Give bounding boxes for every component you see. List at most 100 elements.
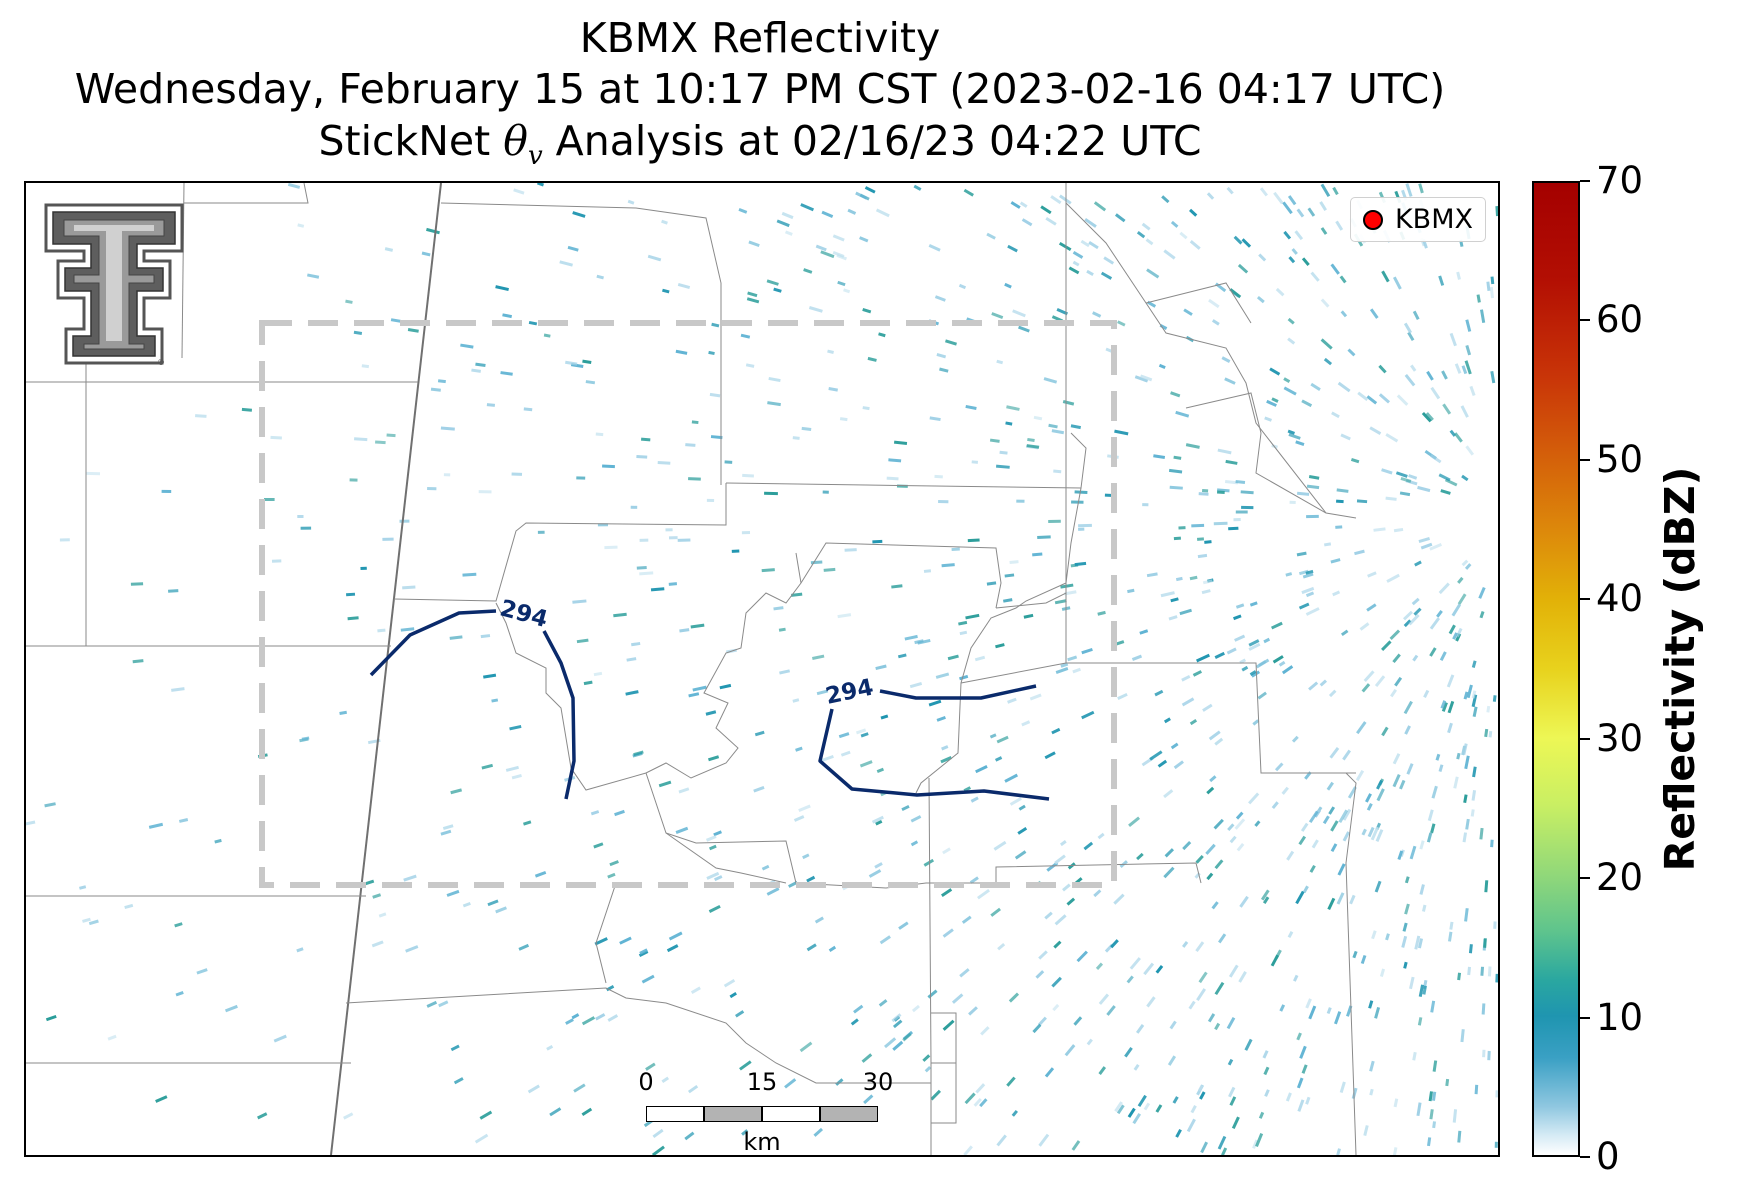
reflectivity-pixel (1421, 412, 1432, 423)
reflectivity-pixel (1423, 689, 1430, 698)
county-line (181, 183, 185, 359)
reflectivity-pixel (462, 901, 471, 908)
reflectivity-pixel (565, 1018, 574, 1025)
colorbar-tick-label: 10 (1596, 995, 1644, 1039)
reflectivity-pixel (1067, 655, 1078, 662)
reflectivity-pixel (1340, 629, 1349, 637)
reflectivity-pixel (1278, 660, 1286, 667)
reflectivity-pixel (1334, 1011, 1342, 1025)
reflectivity-pixel (800, 203, 815, 212)
reflectivity-pixel (1393, 527, 1404, 533)
reflectivity-pixel (446, 889, 460, 897)
reflectivity-pixel (1487, 1050, 1491, 1061)
reflectivity-pixel (1432, 1060, 1438, 1072)
reflectivity-pixel (1217, 1135, 1227, 1150)
reflectivity-pixel (1238, 971, 1247, 983)
radar-map[interactable]: 294 294 ® KBMX 0 15 30 km (24, 181, 1500, 1157)
reflectivity-pixel (1298, 569, 1309, 576)
reflectivity-pixel (864, 186, 876, 194)
reflectivity-pixel (1439, 651, 1447, 661)
reflectivity-pixel (430, 387, 441, 392)
reflectivity-pixel (1482, 1049, 1486, 1058)
reflectivity-pixel (1281, 786, 1289, 795)
reflectivity-pixel (678, 787, 690, 794)
reflectivity-pixel (377, 628, 386, 633)
reflectivity-pixel (1417, 938, 1424, 949)
reflectivity-pixel (1404, 903, 1410, 915)
reflectivity-pixel (747, 291, 758, 298)
reflectivity-pixel (1080, 239, 1090, 248)
reflectivity-pixel (1319, 679, 1327, 687)
reflectivity-pixel (1442, 403, 1452, 415)
reflectivity-pixel (940, 756, 952, 764)
reflectivity-pixel (1200, 1141, 1209, 1154)
reflectivity-pixel (1260, 889, 1270, 901)
reflectivity-pixel (1274, 762, 1284, 772)
reflectivity-pixel (1310, 382, 1321, 391)
reflectivity-pixel (828, 387, 838, 392)
reflectivity-pixel (427, 486, 437, 491)
reflectivity-pixel (840, 750, 851, 757)
reflectivity-pixel (1189, 575, 1198, 581)
reflectivity-pixel (1196, 653, 1210, 663)
reflectivity-pixel (879, 935, 891, 945)
reflectivity-pixel (1471, 690, 1477, 699)
reflectivity-pixel (528, 320, 538, 326)
reflectivity-pixel (1462, 832, 1468, 843)
reflectivity-pixel (991, 312, 1004, 320)
reflectivity-pixel (1441, 702, 1448, 712)
reflectivity-pixel (1374, 675, 1386, 688)
reflectivity-pixel (989, 438, 1000, 443)
reflectivity-pixel (607, 872, 616, 879)
reflectivity-pixel (595, 1013, 606, 1021)
reflectivity-pixel (1306, 484, 1320, 490)
reflectivity-pixel (650, 587, 665, 592)
reflectivity-pixel (1287, 337, 1296, 345)
reflectivity-pixel (1305, 998, 1312, 1009)
theta-v-contour-east (818, 684, 1050, 801)
reflectivity-pixel (1480, 309, 1486, 324)
reflectivity-pixel (1447, 722, 1453, 734)
reflectivity-pixel (1295, 890, 1305, 905)
reflectivity-pixel (1307, 207, 1316, 217)
reflectivity-pixel (1338, 809, 1349, 824)
reflectivity-pixel (1010, 201, 1021, 209)
reflectivity-pixel (1204, 540, 1212, 544)
reflectivity-pixel (1460, 1029, 1465, 1043)
reflectivity-pixel (1038, 1133, 1050, 1147)
reflectivity-pixel (1146, 268, 1160, 279)
reflectivity-pixel (1110, 939, 1119, 949)
reflectivity-pixel (1249, 670, 1257, 676)
reflectivity-pixel (1035, 970, 1045, 979)
reflectivity-pixel (1320, 183, 1331, 198)
reflectivity-pixel (773, 606, 784, 611)
reflectivity-pixel (1390, 688, 1397, 698)
reflectivity-pixel (400, 627, 415, 632)
reflectivity-pixel (1191, 523, 1205, 528)
reflectivity-pixel (995, 464, 1010, 469)
reflectivity-pixel (1367, 571, 1377, 578)
reflectivity-pixel (1058, 241, 1072, 252)
reflectivity-pixel (1296, 1077, 1304, 1089)
reflectivity-pixel (1005, 421, 1013, 426)
reflectivity-pixel (997, 942, 1006, 951)
reflectivity-pixel (426, 227, 440, 235)
reflectivity-pixel (1225, 459, 1238, 465)
reflectivity-pixel (1004, 282, 1012, 289)
reflectivity-pixel (375, 440, 386, 445)
reflectivity-pixel (1289, 500, 1296, 505)
reflectivity-pixel (742, 473, 754, 478)
reflectivity-pixel (1283, 386, 1297, 396)
reflectivity-pixel (754, 730, 765, 737)
reflectivity-pixel (421, 251, 431, 257)
reflectivity-pixel (893, 440, 908, 446)
reflectivity-pixel (1369, 426, 1382, 436)
reflectivity-pixel (297, 514, 304, 519)
reflectivity-pixel (776, 219, 790, 228)
reflectivity-pixel (1408, 613, 1420, 626)
scale-segment (704, 1106, 762, 1122)
reflectivity-pixel (1206, 192, 1215, 200)
reflectivity-pixel (1440, 489, 1451, 495)
reflectivity-pixel (847, 208, 857, 215)
reflectivity-pixel (426, 1000, 438, 1008)
